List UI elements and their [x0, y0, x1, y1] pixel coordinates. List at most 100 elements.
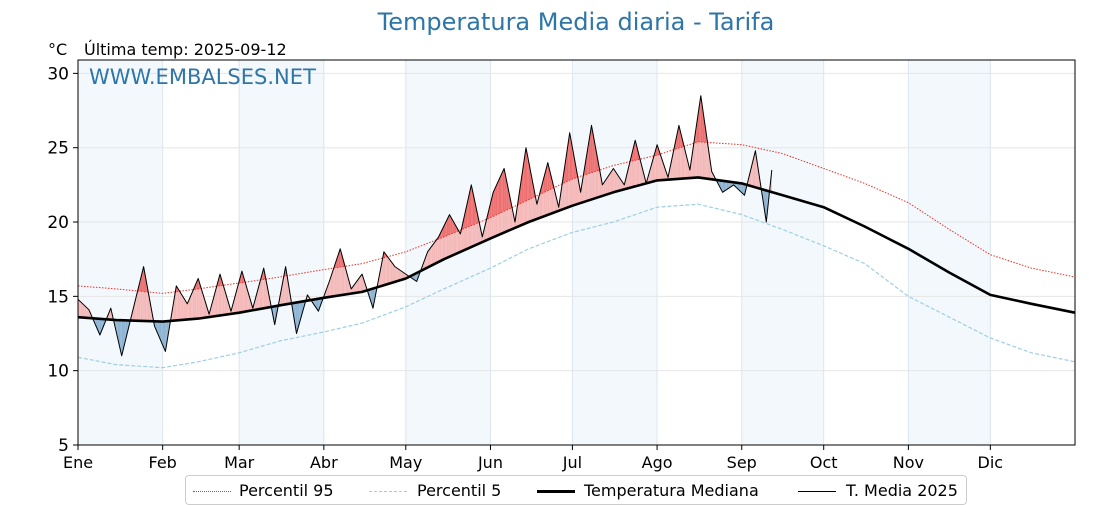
fill-above-median [333, 265, 335, 297]
fill-above-p95 [469, 184, 472, 227]
fill-above-p95 [524, 147, 526, 202]
fill-above-median [185, 301, 188, 320]
fill-above-median [194, 284, 196, 319]
fill-above-median [427, 249, 429, 268]
fill-above-median [400, 270, 402, 281]
fill-above-median [250, 298, 252, 311]
fill-above-median [648, 168, 651, 183]
fill-above-median [428, 248, 431, 267]
fill-above-p95 [592, 132, 595, 173]
fill-above-median [603, 180, 606, 196]
fill-above-p95 [450, 217, 453, 235]
x-tick-label: Mar [224, 453, 255, 472]
fill-above-median [579, 184, 581, 204]
fill-above-median [382, 251, 384, 286]
fill-above-median [84, 305, 87, 318]
fill-above-median [383, 251, 386, 286]
x-axis: Ene Feb Mar Abr May Jun Jul Ago Sep Oct Nov Dic [63, 445, 1003, 472]
fill-above-p95 [468, 190, 470, 227]
fill-above-p95 [632, 145, 634, 161]
fill-above-median [673, 144, 675, 180]
fill-above-median [239, 276, 241, 313]
fill-above-median [191, 291, 193, 320]
fill-below-median [161, 321, 163, 346]
fill-above-median [179, 290, 181, 321]
fill-below-median [118, 320, 121, 350]
fill-above-median [538, 193, 540, 219]
fill-above-median [267, 289, 270, 308]
x-tick-label: Ago [642, 453, 673, 472]
fill-above-median [385, 253, 387, 285]
fill-above-median [612, 168, 614, 193]
fill-above-p95 [588, 133, 591, 174]
fill-above-p95 [489, 203, 491, 219]
fill-above-median [620, 178, 622, 191]
series-lines [77, 95, 1076, 369]
fill-below-median [718, 180, 720, 188]
fill-above-median [187, 300, 189, 320]
fill-above-median [388, 257, 390, 284]
fill-above-median [683, 142, 685, 179]
fill-below-median [726, 181, 729, 190]
fill-above-median [206, 305, 208, 318]
fill-above-median [457, 229, 460, 254]
legend-swatch-p95 [193, 491, 231, 492]
fill-above-median [329, 277, 331, 297]
fill-above-median [614, 170, 617, 192]
fill-above-median [225, 292, 227, 315]
fill-below-median [737, 182, 740, 191]
fill-below-median [121, 320, 124, 356]
fill-above-median [688, 164, 690, 179]
fill-above-median [188, 297, 190, 320]
fill-above-median [752, 156, 755, 187]
chart-canvas: 5 10 15 20 25 30 Ene Feb Mar Abr May Jun Jul Ago Sep O… [47, 59, 1076, 472]
x-tick-label: Nov [893, 453, 924, 472]
fill-above-median [261, 273, 263, 309]
fill-above-median [684, 147, 686, 179]
fill-above-median [379, 265, 382, 287]
fill-above-p95 [699, 95, 701, 142]
fill-above-median [259, 278, 262, 309]
fill-above-median [82, 303, 84, 318]
fill-above-median [83, 304, 85, 318]
fill-above-p95 [527, 154, 529, 201]
fill-above-p95 [448, 214, 450, 236]
fill-above-median [483, 225, 485, 242]
fill-above-p95 [657, 144, 659, 156]
fill-above-median [607, 174, 610, 195]
fill-above-median [189, 294, 192, 320]
fill-above-median [434, 240, 436, 265]
fill-below-median [99, 318, 102, 335]
fill-above-median [392, 262, 394, 283]
fill-above-median [602, 182, 604, 196]
fill-above-p95 [542, 178, 544, 194]
fill-above-p95 [523, 156, 525, 203]
fill-above-median [652, 154, 655, 182]
x-tick-label: Jul [562, 453, 582, 472]
fill-above-p95 [501, 171, 503, 213]
legend-item-2025: T. Media 2025 [846, 481, 958, 500]
fill-above-median [397, 268, 399, 282]
fill-above-median [456, 226, 458, 254]
fill-above-median [659, 152, 662, 181]
fill-above-p95 [586, 150, 588, 175]
fill-above-median [79, 300, 81, 318]
fill-below-median [159, 321, 162, 342]
fill-below-median [729, 181, 731, 188]
last-temp-label: Última temp: 2025-09-12 [84, 40, 287, 59]
fill-above-p95 [445, 220, 447, 237]
y-tick-label: 5 [58, 436, 69, 456]
fill-above-median [516, 203, 518, 228]
fill-above-p95 [341, 253, 343, 267]
fill-above-median [393, 264, 395, 283]
fill-above-median [332, 269, 334, 297]
chart-title: Temperatura Media diaria - Tarifa [377, 8, 775, 36]
fill-above-p95 [338, 248, 341, 268]
fill-below-median [725, 181, 727, 191]
fill-above-p95 [676, 131, 678, 149]
fill-above-median [224, 287, 226, 315]
fill-above-median [138, 283, 140, 321]
fill-above-median [236, 286, 238, 314]
fill-above-median [183, 297, 185, 320]
fill-above-p95 [591, 125, 593, 173]
